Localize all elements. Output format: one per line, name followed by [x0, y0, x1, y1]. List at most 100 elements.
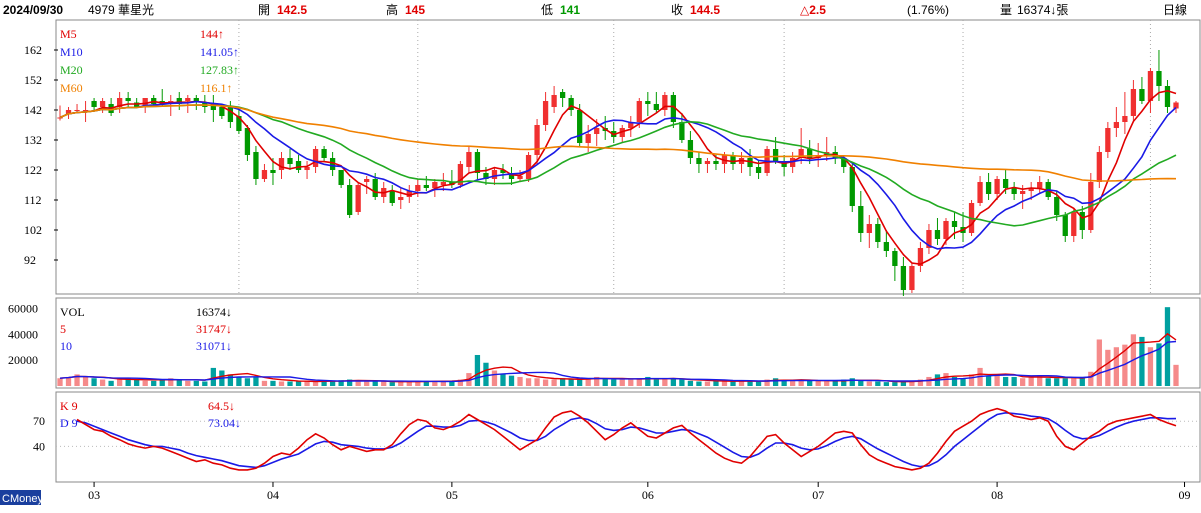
candle-body [500, 170, 506, 173]
legend-vol5-value: 31747↓ [196, 322, 232, 336]
candle-body [440, 182, 446, 185]
volume-bar [168, 378, 174, 386]
volume-bar [287, 381, 293, 386]
volume-bar [185, 380, 191, 386]
stock-name: 4979 華星光 [88, 3, 154, 17]
candle-body [304, 167, 310, 170]
low-value: 141 [560, 3, 580, 17]
candle-body [619, 128, 625, 137]
volume-bar [730, 381, 736, 386]
candle-body [287, 158, 293, 164]
volume-bar [713, 380, 719, 386]
volume-ma10-line [59, 340, 1177, 383]
candle-body [270, 170, 276, 173]
volume-bar [116, 379, 123, 386]
open-label: 開 [258, 3, 270, 17]
candle-body [432, 182, 438, 188]
change-percent: (1.76%) [907, 3, 949, 17]
legend-m5: M5 144↑ [60, 27, 224, 41]
candle-body [994, 179, 1000, 194]
candle-body [219, 107, 225, 116]
candle-body [1037, 182, 1043, 188]
volume-bar [278, 381, 285, 386]
candle-body [321, 149, 327, 158]
volume-bar [423, 380, 429, 386]
volume-bar [474, 354, 481, 386]
volume-bar [142, 380, 148, 386]
volume-bar [611, 379, 617, 386]
candle-body [338, 170, 344, 185]
candle-body [1028, 188, 1034, 191]
candle-body [875, 224, 881, 242]
candle-body [142, 98, 148, 107]
candle-body [389, 191, 395, 203]
volume-bar [304, 381, 310, 386]
volume-bar [662, 379, 668, 386]
candle-body [772, 149, 779, 161]
candle-body [116, 98, 123, 107]
open-value: 142.5 [277, 3, 307, 17]
volume-bar [227, 374, 234, 386]
volume-bar [1045, 378, 1051, 386]
volume-bar [594, 376, 600, 386]
candle-body [508, 173, 515, 179]
month-label: 03 [88, 488, 100, 502]
volume-bar [738, 381, 745, 386]
volume-bar [1164, 307, 1171, 386]
month-label: 04 [267, 488, 279, 502]
volume-bar [1113, 347, 1120, 386]
candle-body [696, 158, 702, 164]
volume-bar [653, 379, 659, 386]
volume-bar [372, 381, 378, 386]
volume-bar [176, 379, 182, 386]
candle-body [849, 167, 855, 206]
volume-bar [500, 374, 506, 386]
candle-body [125, 98, 131, 101]
brand-badge-bg [0, 490, 41, 505]
change-value: △2.5 [800, 3, 826, 17]
volume-bar [1156, 343, 1162, 386]
volume-bar [602, 378, 608, 386]
candle-body [534, 125, 540, 155]
volume-bar [151, 380, 157, 386]
volume-bar [534, 378, 540, 386]
volume-bar [832, 381, 838, 386]
legend-vol-name: VOL [60, 305, 85, 319]
volume-bar [747, 380, 753, 386]
candle-body [1002, 179, 1009, 188]
brand-label: CMoney [2, 493, 43, 505]
legend-m10-value: 141.05↑ [200, 45, 239, 59]
volume-bar [210, 367, 216, 386]
price-tick-label: 102 [24, 223, 42, 237]
volume-bar [1037, 375, 1043, 386]
candle-body [457, 164, 464, 185]
volume-bar [457, 379, 464, 386]
volume-bar [347, 379, 353, 386]
volume-bar [1028, 376, 1034, 386]
price-tick-label: 122 [24, 163, 42, 177]
candle-body [193, 98, 199, 101]
legend-k-value: 64.5↓ [208, 399, 235, 413]
price-tick-label: 142 [24, 103, 42, 117]
candle-body [926, 230, 932, 248]
volume-bar [483, 362, 489, 386]
volume-bar [108, 380, 114, 386]
candle-body [1062, 215, 1068, 236]
volume-axis: 20000 40000 60000 [8, 301, 38, 367]
candle-body [721, 155, 728, 164]
volume-bar [824, 381, 830, 386]
volume-bar [432, 380, 438, 386]
candle-body [1147, 71, 1154, 101]
candle-body [236, 116, 242, 131]
candle-body [900, 266, 907, 290]
volume-bar [295, 380, 302, 386]
legend-m10: M10 141.05↑ [60, 45, 239, 59]
candle-body [577, 110, 583, 143]
candle-body [1105, 128, 1111, 152]
candle-body [364, 179, 370, 182]
candle-body [551, 95, 557, 107]
candle-body [568, 98, 574, 110]
candle-body [1139, 89, 1145, 101]
volume-value: 16374↓張 [1017, 3, 1068, 17]
volume-bar [125, 378, 131, 386]
